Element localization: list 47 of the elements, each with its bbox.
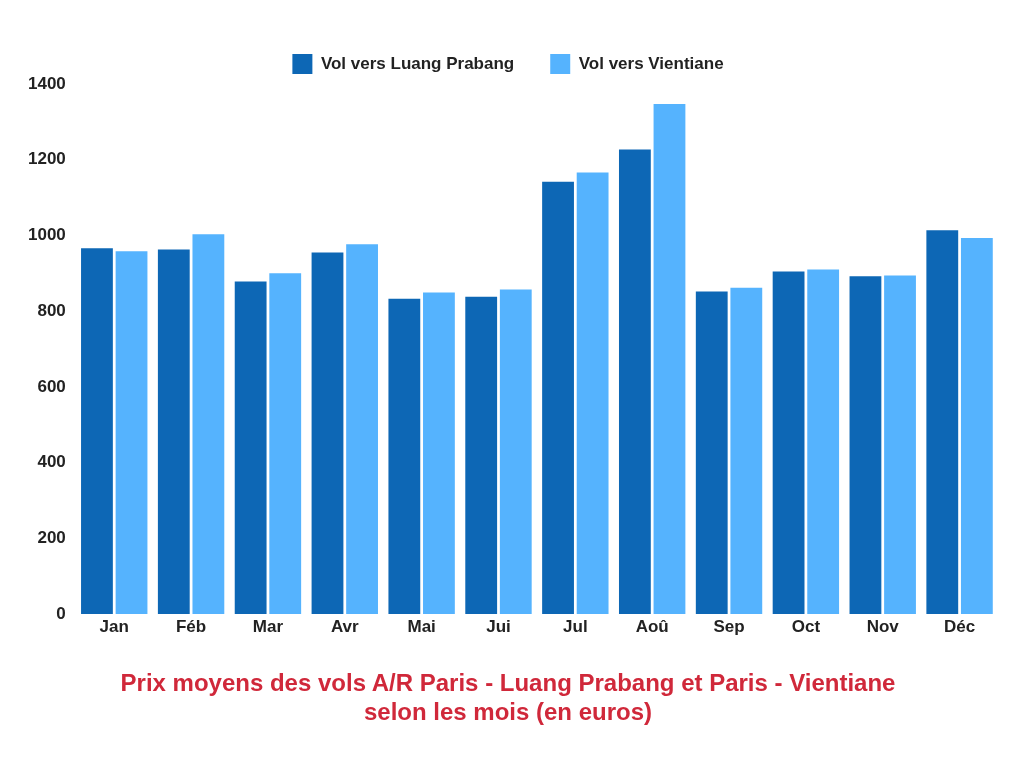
y-tick-label: 1000 (27, 225, 66, 245)
bar (346, 244, 378, 614)
text: Prix moyens des vols A/R Paris - Luang Prabang et Paris - Vientiane selon les mois (en euros) (120, 669, 896, 726)
bar (960, 238, 993, 614)
x-tick-label: Jan (99, 616, 129, 636)
bar (730, 287, 763, 614)
bar (423, 292, 455, 614)
bar (81, 248, 113, 614)
bar (807, 269, 840, 614)
bar (234, 281, 267, 614)
bar (115, 251, 148, 614)
y-tick-label: 200 (37, 527, 66, 547)
x-tick-label: Avr (330, 616, 360, 636)
y-tick-label: 600 (37, 376, 66, 396)
bar (653, 104, 686, 614)
bar (618, 149, 651, 614)
y-tick-label: 1200 (27, 149, 66, 169)
y-tick-label: 400 (37, 452, 66, 472)
x-tick-label: Mar (252, 616, 284, 636)
x-tick-label: Aoû (635, 616, 669, 636)
bar (311, 252, 344, 614)
legend-label: Vol vers Luang Prabang (320, 53, 515, 73)
bar (884, 275, 916, 614)
bar (926, 230, 959, 614)
y-tick-label: 800 (37, 300, 66, 320)
x-tick-label: Nov (866, 616, 900, 636)
y-tick-label: 1400 (27, 73, 66, 93)
x-tick-label: Oct (791, 616, 821, 636)
bar (772, 271, 805, 614)
x-tick-label: Mai (407, 616, 436, 636)
bar (388, 298, 421, 614)
y-tick-label: 0 (56, 603, 66, 623)
x-tick-label: Jui (486, 616, 511, 636)
bar (269, 273, 302, 614)
bar (542, 181, 574, 614)
bar (192, 234, 225, 614)
bar (695, 291, 728, 614)
x-tick-label: Sep (713, 616, 745, 636)
bar (576, 172, 609, 614)
x-tick-label: Jul (563, 616, 588, 636)
x-tick-label: Déc (943, 616, 976, 636)
bar (157, 249, 190, 614)
bar (849, 276, 882, 614)
bar (465, 296, 498, 614)
legend-label: Vol vers Vientiane (578, 53, 724, 73)
x-tick-label: Féb (175, 616, 207, 636)
bar (499, 289, 532, 614)
